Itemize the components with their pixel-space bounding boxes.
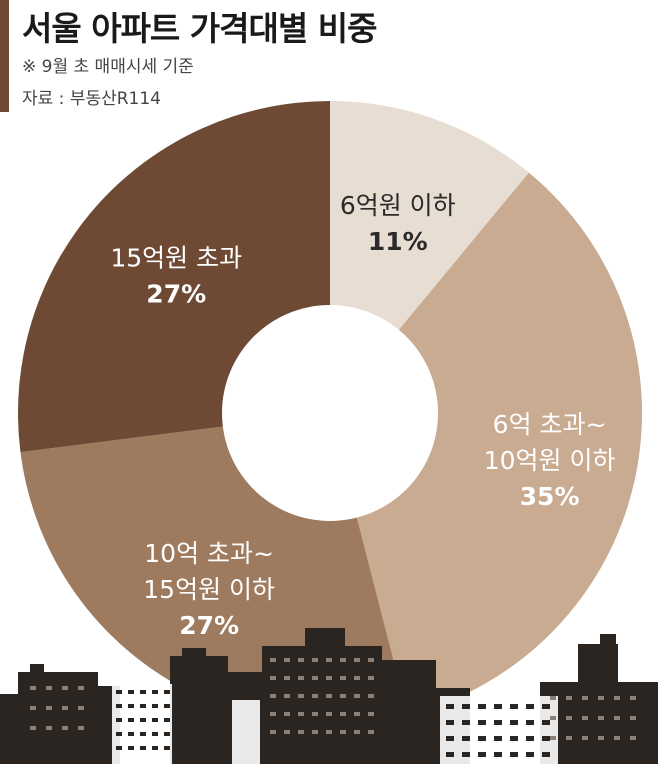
slice-category-label: 6억 초과~ [493, 410, 607, 439]
chart-source: 자료 : 부동산R114 [22, 89, 161, 109]
slice-category-label: 10억 초과~ [144, 539, 274, 568]
slice-value-label: 35% [520, 482, 580, 511]
title-accent-bar [0, 0, 9, 112]
slice-category-label: 10억원 이하 [484, 446, 616, 475]
slice-value-label: 27% [146, 279, 206, 308]
donut-hole [222, 305, 438, 521]
pie-labels: 6억원 이하 11% 6억 초과~ 10억원 이하 35% 10억 초과~ 15억원 이하 2… [110, 191, 615, 640]
slice-value-label: 11% [368, 227, 428, 256]
slice-category-label: 15억원 이하 [143, 575, 275, 604]
slice-category-label: 15억원 초과 [110, 243, 242, 272]
slice-value-label: 27% [179, 611, 239, 640]
chart-note: ※ 9월 초 매매시세 기준 [22, 57, 194, 77]
apartment-skyline-illustration [0, 628, 658, 764]
slice-category-label: 6억원 이하 [340, 191, 456, 220]
pie-slice [330, 172, 643, 716]
chart-title: 서울 아파트 가격대별 비중 [22, 9, 377, 48]
